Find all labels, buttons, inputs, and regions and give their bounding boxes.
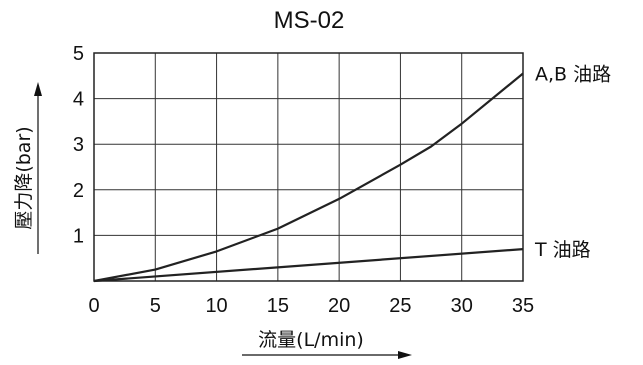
y-tick-label: 5 — [73, 43, 84, 65]
y-tick-label: 1 — [73, 225, 84, 247]
series-line-0 — [93, 72, 524, 283]
y-axis-ticks: 1 2 3 4 5 — [73, 43, 84, 247]
series-label-1: T 油路 — [534, 239, 591, 261]
x-tick-label: 5 — [150, 295, 161, 317]
x-axis-ticks: 0 5 10 15 20 25 30 35 — [88, 295, 534, 317]
plot-frame — [93, 52, 524, 282]
series-labels: A,B 油路 T 油路 — [534, 64, 611, 262]
y-tick-label: 3 — [73, 134, 84, 156]
grid — [94, 53, 523, 281]
y-axis-label: 壓力降(bar) — [13, 126, 35, 229]
series-line-1 — [93, 248, 524, 283]
x-axis-arrow-icon — [398, 351, 412, 359]
y-tick-label: 2 — [73, 180, 84, 202]
x-tick-label: 35 — [512, 295, 534, 317]
x-tick-label: 0 — [88, 295, 99, 317]
series-lines — [93, 72, 524, 283]
x-tick-label: 10 — [205, 295, 227, 317]
x-tick-label: 20 — [328, 295, 350, 317]
x-tick-label: 25 — [389, 295, 411, 317]
x-tick-label: 30 — [451, 295, 473, 317]
x-tick-label: 15 — [267, 295, 289, 317]
y-tick-label: 4 — [73, 89, 84, 111]
x-axis-label: 流量(L/min) — [258, 329, 364, 351]
chart-title: MS-02 — [274, 7, 345, 34]
y-axis-arrow-icon — [34, 82, 42, 96]
series-label-0: A,B 油路 — [535, 64, 611, 86]
